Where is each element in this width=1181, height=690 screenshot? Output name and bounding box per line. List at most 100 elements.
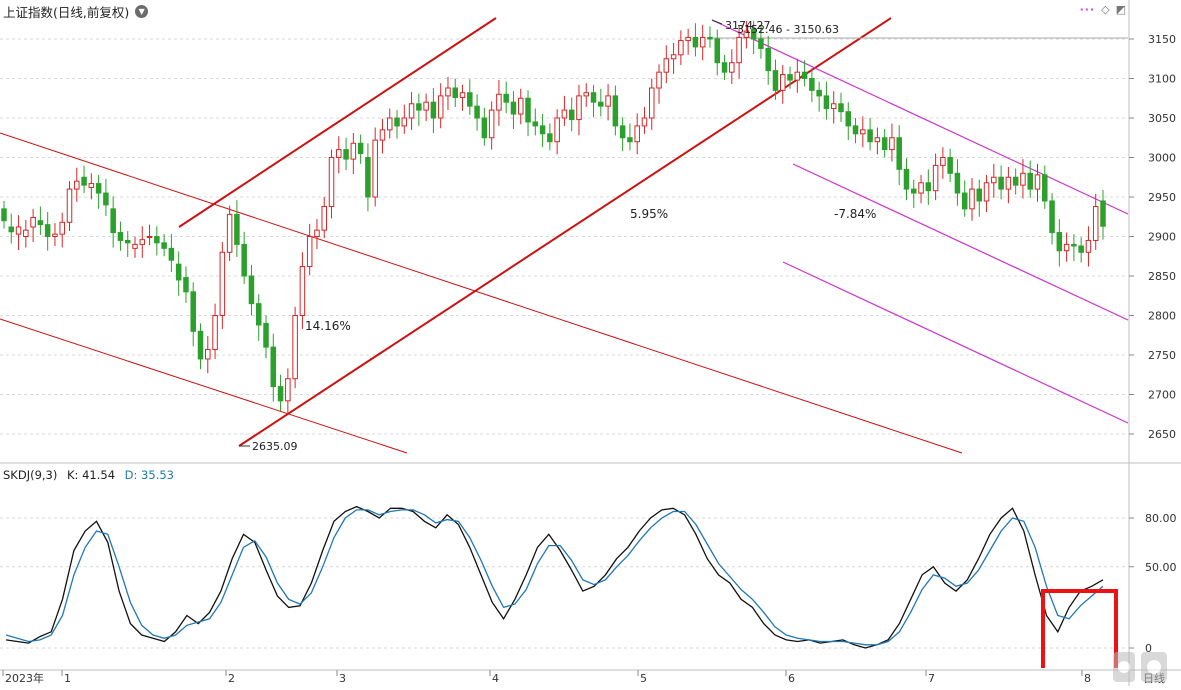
candle-up bbox=[30, 217, 36, 228]
x-tick-label: 5 bbox=[640, 672, 647, 685]
candle-up bbox=[74, 180, 80, 190]
candle-down bbox=[903, 168, 910, 190]
candle-up bbox=[496, 93, 502, 111]
candle-down bbox=[714, 38, 721, 64]
candle-down bbox=[998, 176, 1004, 190]
candle-down bbox=[467, 92, 473, 107]
y-tick-label: 2650 bbox=[1148, 428, 1176, 441]
candle-down bbox=[263, 322, 269, 348]
candle-up bbox=[1085, 239, 1092, 253]
candle-up bbox=[146, 236, 153, 238]
candle-up bbox=[605, 95, 611, 107]
candle-down bbox=[539, 125, 546, 135]
candle-up bbox=[52, 233, 58, 238]
diamond-icon[interactable]: ◇ bbox=[1101, 3, 1110, 16]
candle-down bbox=[525, 97, 531, 123]
chevron-down-icon[interactable]: ▼ bbox=[135, 5, 149, 18]
candle-up bbox=[889, 137, 895, 151]
candle-up bbox=[15, 226, 22, 235]
candle-up bbox=[285, 378, 291, 402]
annotation-pct: 5.95% bbox=[630, 207, 668, 221]
candle-down bbox=[707, 36, 713, 40]
candle-down bbox=[154, 236, 160, 244]
y-tick-label: 2850 bbox=[1148, 270, 1176, 283]
candle-down bbox=[954, 172, 961, 194]
candle-down bbox=[619, 125, 626, 139]
annotation-pct: -7.84% bbox=[834, 207, 876, 221]
candle-down bbox=[823, 95, 830, 110]
candle-up bbox=[656, 71, 662, 89]
y-tick-label: 2700 bbox=[1148, 389, 1176, 402]
candle-down bbox=[481, 117, 488, 139]
candle-up bbox=[379, 129, 386, 141]
chart-title-bar[interactable]: 上证指数(日线,前复权) ▼ bbox=[3, 2, 149, 21]
candle-up bbox=[991, 176, 997, 184]
candle-down bbox=[357, 142, 364, 155]
candle-down bbox=[161, 242, 167, 249]
x-tick-label: 6 bbox=[788, 672, 795, 685]
candle-down bbox=[568, 109, 575, 121]
candle-up bbox=[59, 221, 65, 235]
candle-up bbox=[554, 117, 560, 143]
y-tick-label: 3050 bbox=[1148, 112, 1176, 125]
candle-down bbox=[881, 137, 888, 151]
candle-down bbox=[976, 188, 983, 202]
candle-up bbox=[699, 36, 706, 48]
candle-up bbox=[983, 182, 990, 202]
candle-up bbox=[663, 58, 670, 73]
x-tick-label: 7 bbox=[928, 672, 935, 685]
candle-down bbox=[197, 330, 204, 360]
candle-down bbox=[183, 277, 189, 293]
candle-up bbox=[336, 149, 342, 159]
candle-down bbox=[168, 247, 175, 261]
candle-down bbox=[1100, 200, 1106, 227]
indicator-bar: SKDJ(9,3) K: 41.54 D: 35.53 bbox=[3, 468, 174, 482]
candle-up bbox=[321, 205, 327, 231]
mag-channel-lower bbox=[782, 261, 1129, 424]
candle-up bbox=[205, 348, 211, 360]
expand-icon[interactable]: ◩ bbox=[1115, 3, 1126, 16]
candle-down bbox=[547, 133, 553, 143]
candle-up bbox=[132, 243, 138, 249]
annotation-pct: 14.16% bbox=[305, 319, 351, 333]
candle-down bbox=[44, 224, 51, 237]
kdj-line-k bbox=[5, 505, 1104, 649]
x-tick-label: 4 bbox=[492, 672, 499, 685]
candle-down bbox=[175, 263, 182, 281]
candle-down bbox=[430, 101, 437, 119]
candle-up bbox=[969, 188, 975, 210]
candle-up bbox=[794, 71, 801, 81]
up-channel-lower bbox=[238, 17, 892, 447]
candle-down bbox=[416, 103, 422, 111]
candle-up bbox=[445, 87, 451, 97]
x-tick-label: 1 bbox=[64, 672, 71, 685]
candle-down bbox=[241, 243, 247, 277]
candle-up bbox=[634, 125, 640, 143]
annotation-low: 2635.09 bbox=[252, 440, 298, 453]
candle-up bbox=[314, 229, 320, 237]
mag-channel-middle bbox=[792, 163, 1129, 321]
candle-down bbox=[103, 192, 109, 206]
candle-down bbox=[838, 103, 844, 113]
candle-down bbox=[117, 232, 124, 241]
candle-up bbox=[1063, 243, 1070, 252]
candle-up bbox=[874, 137, 881, 143]
candle-down bbox=[532, 121, 539, 127]
candle-down bbox=[343, 149, 349, 160]
more-dots-icon[interactable]: ··· bbox=[1079, 3, 1096, 16]
candle-up bbox=[860, 129, 866, 135]
down-channel-lower bbox=[0, 318, 408, 454]
candle-down bbox=[95, 183, 102, 194]
candle-down bbox=[270, 346, 277, 388]
y-tick-label: 2750 bbox=[1148, 349, 1176, 362]
x-tick-label: 3 bbox=[339, 672, 346, 685]
candle-down bbox=[816, 89, 822, 97]
watermark-logo bbox=[1113, 652, 1167, 682]
candle-down bbox=[947, 157, 953, 174]
candle-down bbox=[277, 386, 284, 402]
candle-down bbox=[452, 87, 459, 98]
candle-up bbox=[459, 92, 466, 98]
candle-up bbox=[1034, 174, 1041, 190]
